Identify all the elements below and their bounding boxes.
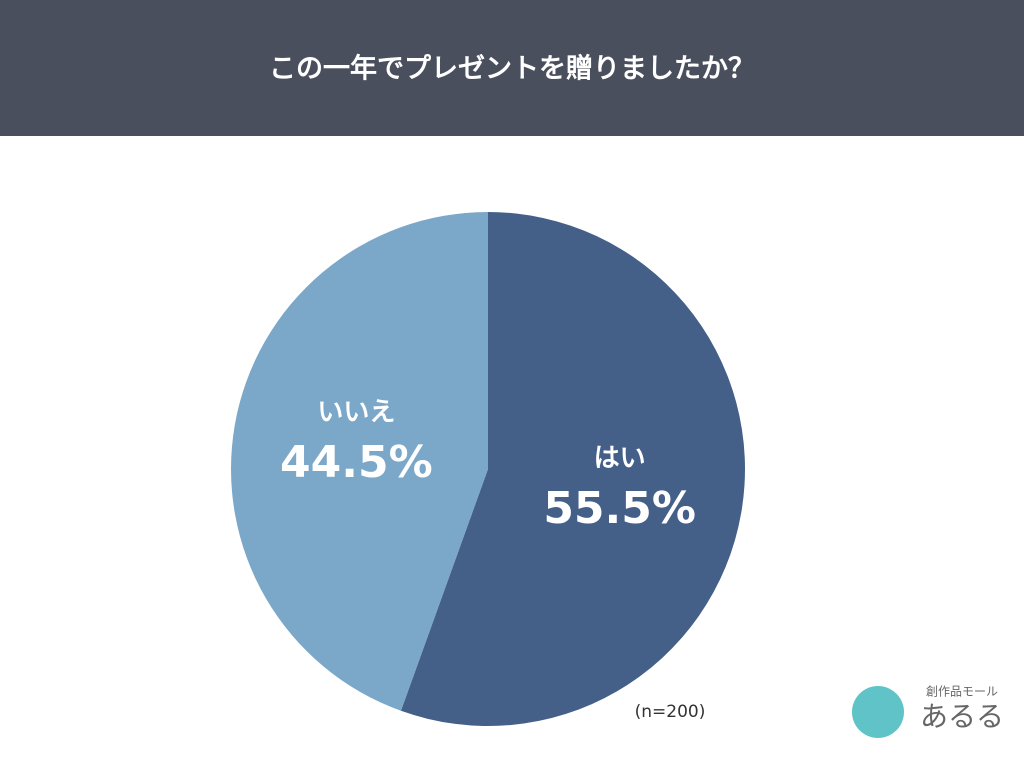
pie-slice [231, 212, 488, 711]
header-bar [0, 0, 1024, 136]
logo-name: あるる [920, 700, 1004, 733]
slice-label: はい [594, 443, 646, 473]
logo: 創作品モール あるる [852, 685, 1004, 738]
logo-badge [852, 686, 904, 738]
chart-title: この一年でプレゼントを贈りましたか？ [269, 53, 755, 85]
pie-slice [400, 212, 746, 727]
value-label: 44.5% [280, 437, 433, 488]
logo-tagline: 創作品モール [926, 685, 998, 699]
annotation: (n=200) [635, 702, 706, 722]
value-label: 55.5% [543, 483, 696, 534]
slice-label: いいえ [317, 398, 395, 428]
